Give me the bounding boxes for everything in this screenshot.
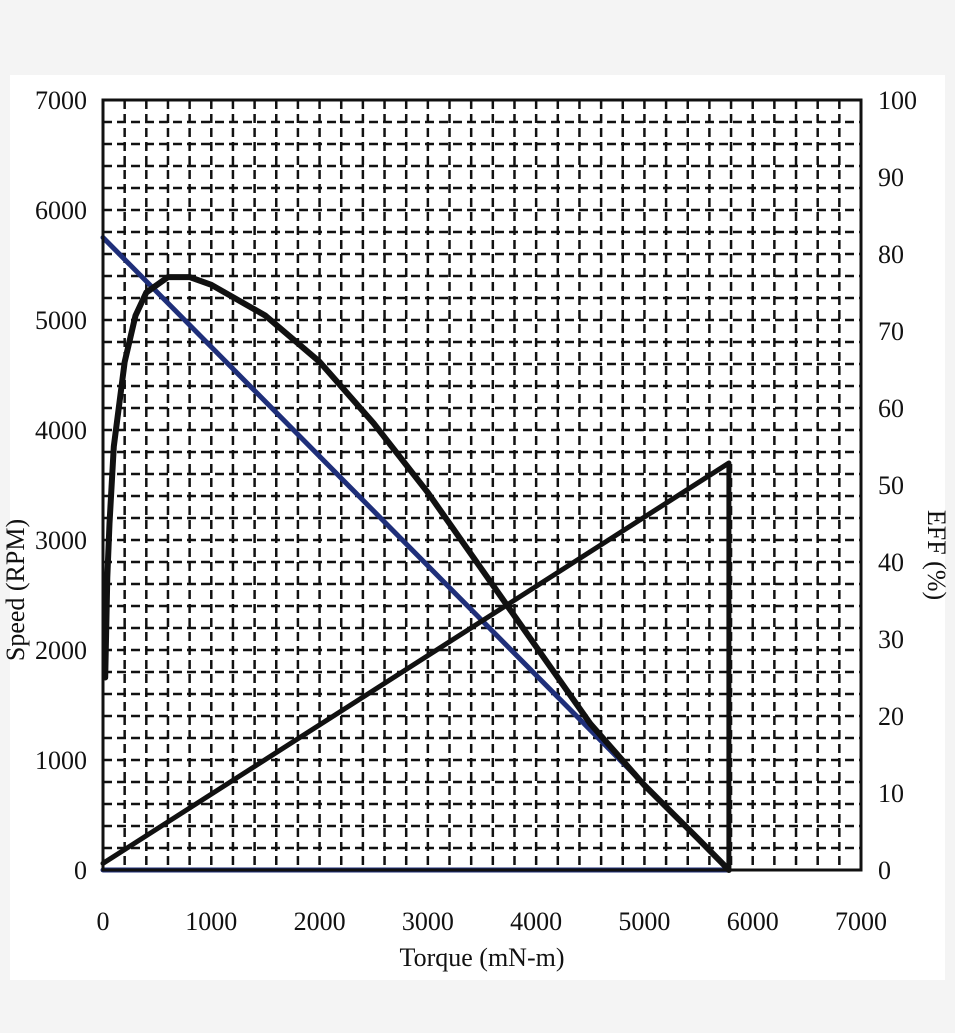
- series-line-2: [100, 460, 732, 873]
- x-tick-label: 5000: [618, 907, 670, 936]
- y-tick-label: 4000: [35, 416, 87, 445]
- y2-tick-label: 100: [878, 86, 917, 115]
- y-tick-label: 3000: [35, 526, 87, 555]
- x-tick-label: 3000: [402, 907, 454, 936]
- plot-border: [101, 98, 863, 872]
- x-axis-label: Torque (mN-m): [400, 943, 565, 972]
- x-tick-label: 0: [97, 907, 110, 936]
- x-tick-label: 4000: [510, 907, 562, 936]
- y-tick-label: 5000: [35, 306, 87, 335]
- x-tick-label: 2000: [294, 907, 346, 936]
- y2-tick-label: 20: [878, 702, 904, 731]
- y2-tick-label: 70: [878, 317, 904, 346]
- x-tick-label: 7000: [835, 907, 887, 936]
- y-tick-label: 1000: [35, 746, 87, 775]
- y-axis-label: Speed (RPM): [1, 519, 30, 661]
- y-tick-label: 7000: [35, 86, 87, 115]
- y2-tick-label: 90: [878, 163, 904, 192]
- y2-tick-label: 30: [878, 625, 904, 654]
- y2-tick-label: 0: [878, 856, 891, 885]
- y-tick-label: 0: [74, 856, 87, 885]
- y2-tick-label: 10: [878, 779, 904, 808]
- y2-tick-label: 80: [878, 240, 904, 269]
- y-tick-label: 2000: [35, 636, 87, 665]
- x-tick-label: 6000: [727, 907, 779, 936]
- tick-labels: 0 1000 2000 3000 4000 5000 6000 700001000200030…: [35, 86, 917, 936]
- series-line-3: [102, 274, 732, 873]
- series-group: [100, 235, 732, 873]
- y2-tick-label: 60: [878, 394, 904, 423]
- y-tick-label: 6000: [35, 196, 87, 225]
- y2-tick-label: 50: [878, 471, 904, 500]
- y2-tick-label: 40: [878, 548, 904, 577]
- chart-frame: [10, 75, 945, 980]
- x-tick-label: 1000: [185, 907, 237, 936]
- y2-axis-label: EFF (%): [922, 510, 951, 600]
- grid: [103, 100, 861, 870]
